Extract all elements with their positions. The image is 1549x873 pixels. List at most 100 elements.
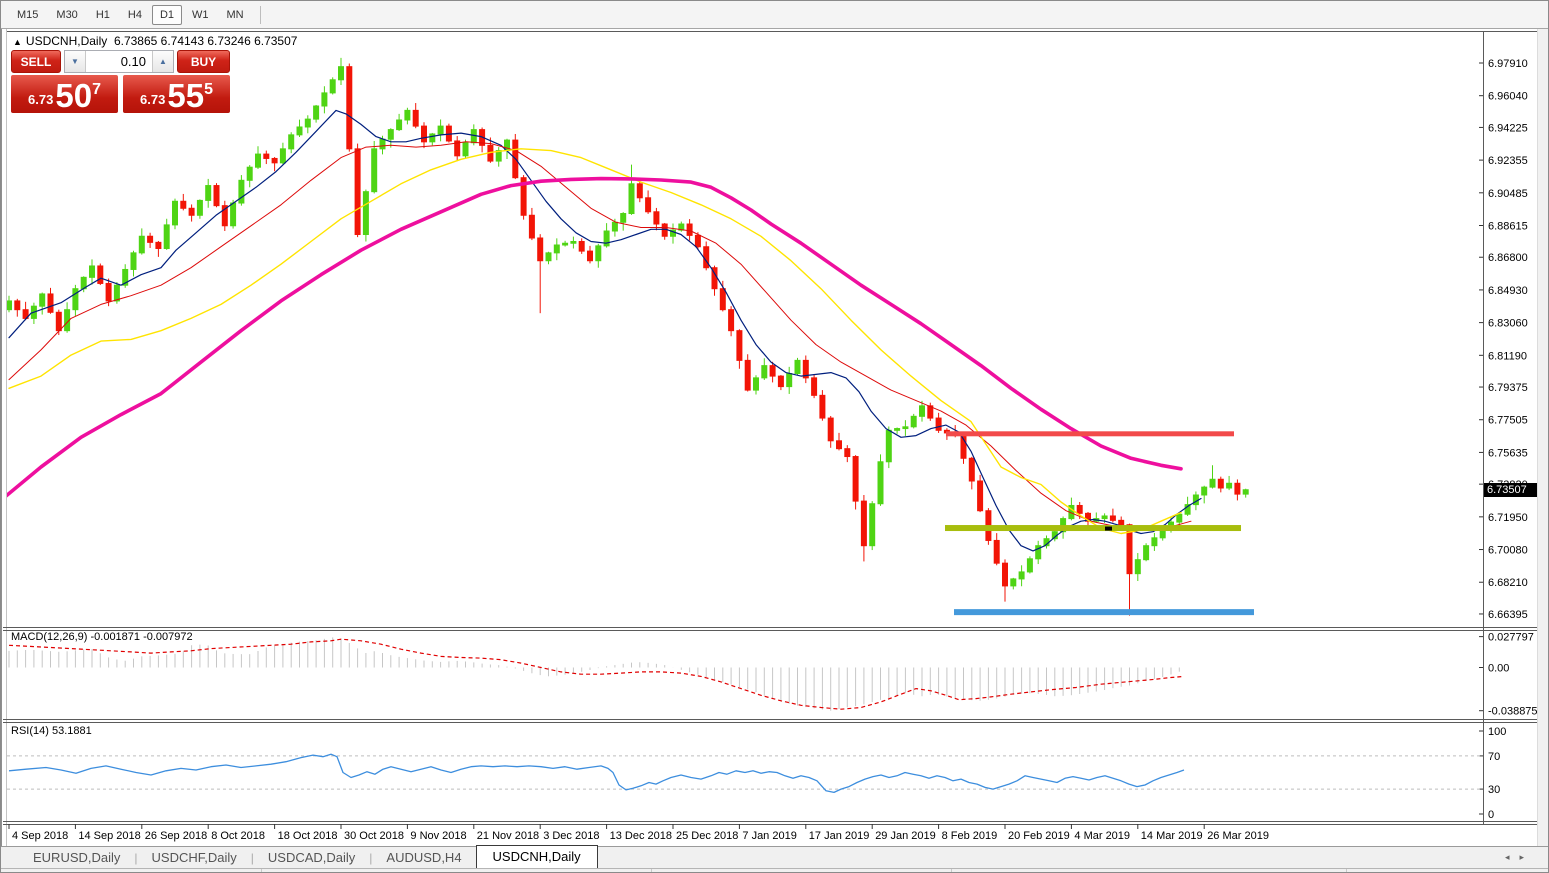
macd-signal-line (8, 638, 1185, 710)
chart-ohlc-values: 6.73865 6.74143 6.73246 6.73507 (113, 34, 298, 48)
tab-eurusd-daily[interactable]: EURUSD,Daily (33, 850, 121, 865)
tab-usdchf-daily[interactable]: USDCHF,Daily (151, 850, 237, 865)
status-separator (951, 869, 952, 872)
svg-text:8 Feb 2019: 8 Feb 2019 (942, 830, 998, 842)
svg-text:29 Jan 2019: 29 Jan 2019 (875, 830, 936, 842)
tab-scroll-right-icon[interactable]: ▸ (1519, 852, 1534, 862)
svg-text:6.84930: 6.84930 (1488, 285, 1528, 297)
toolbar-separator (259, 5, 261, 24)
svg-text:-0.038875: -0.038875 (1488, 706, 1538, 718)
svg-text:30: 30 (1488, 784, 1500, 796)
pivot-line[interactable] (945, 525, 1241, 532)
svg-text:6.94225: 6.94225 (1488, 122, 1528, 134)
buy-button[interactable]: BUY (177, 50, 230, 73)
indicator-axes: 0.027797 0.00 -0.038875 100 70 30 0 (1479, 632, 1538, 821)
symbol-tab-bar: EURUSD,Daily | USDCHF,Daily | USDCAD,Daily | A… (1, 845, 1548, 868)
svg-text:3 Dec 2018: 3 Dec 2018 (543, 830, 599, 842)
svg-text:18 Oct 2018: 18 Oct 2018 (278, 830, 338, 842)
rsi-label: RSI(14) 53.1881 (11, 725, 92, 737)
svg-text:6.81190: 6.81190 (1488, 350, 1527, 362)
tab-separator: | (369, 851, 373, 865)
tab-usdcad-daily[interactable]: USDCAD,Daily (267, 850, 356, 865)
svg-text:0: 0 (1488, 809, 1494, 821)
ma-fast-navy (8, 109, 1202, 552)
price-axis: 6.97910 6.96040 6.94225 6.92355 6.90485 6.886… (1479, 58, 1528, 621)
timeframe-button-w1[interactable]: W1 (192, 8, 209, 21)
timeframe-button-mn[interactable]: MN (226, 8, 244, 21)
svg-text:13 Dec 2018: 13 Dec 2018 (610, 830, 672, 842)
volume-stepper: ▼ ▲ (64, 50, 174, 73)
timeframe-button-h1[interactable]: H1 (95, 8, 110, 21)
timeframe-toolbar: M15 M30 H1 H4 D1 W1 MN (1, 1, 1548, 29)
status-separator (1346, 869, 1347, 872)
tab-separator: | (250, 851, 254, 865)
status-separator (261, 869, 262, 872)
svg-text:70: 70 (1488, 751, 1500, 763)
volume-input[interactable] (86, 51, 152, 72)
status-separator (651, 869, 652, 872)
date-axis: 4 Sep 2018 14 Sep 2018 26 Sep 2018 8 Oct 20… (8, 824, 1269, 842)
vertical-scrollbar[interactable] (1537, 29, 1548, 846)
macd-histogram (8, 637, 1180, 711)
svg-text:6.75635: 6.75635 (1488, 447, 1528, 459)
ma-slow-yellow (8, 148, 1182, 535)
chart-header: ▲ USDCNH,Daily 6.73865 6.74143 6.73246 6.… (13, 34, 297, 48)
buy-price-main: 55 (167, 77, 205, 114)
svg-text:21 Nov 2018: 21 Nov 2018 (477, 830, 539, 842)
svg-text:8 Oct 2018: 8 Oct 2018 (211, 830, 265, 842)
rsi-value: 53.1881 (51, 725, 92, 737)
buy-price-prefix: 6.73 (140, 92, 166, 107)
tab-audusd-h4[interactable]: AUDUSD,H4 (386, 850, 462, 865)
svg-text:7 Jan 2019: 7 Jan 2019 (742, 830, 796, 842)
ma-long-magenta (7, 176, 1183, 498)
buy-price-quote[interactable]: 6.73 55 5 (123, 75, 230, 113)
sell-price-main: 50 (55, 77, 93, 114)
svg-text:4 Mar 2019: 4 Mar 2019 (1074, 830, 1130, 842)
volume-increase-button[interactable]: ▲ (152, 51, 173, 72)
buy-price-pip: 5 (204, 81, 213, 98)
support-line[interactable] (954, 609, 1254, 616)
timeframe-button-d1[interactable]: D1 (151, 4, 182, 25)
svg-text:6.97910: 6.97910 (1488, 58, 1528, 70)
svg-text:100: 100 (1488, 726, 1506, 738)
sell-price-quote[interactable]: 6.73 50 7 (11, 75, 118, 113)
svg-text:26 Sep 2018: 26 Sep 2018 (145, 830, 207, 842)
tab-scroll-left-icon[interactable]: ◂ (1504, 852, 1520, 862)
tab-scroll-arrows: ◂▸ (1505, 852, 1534, 863)
svg-text:6.70080: 6.70080 (1488, 545, 1528, 557)
tab-usdcnh-daily[interactable]: USDCNH,Daily (475, 845, 598, 868)
rsi-line (8, 753, 1185, 794)
svg-text:6.96040: 6.96040 (1488, 91, 1528, 103)
svg-text:0.027797: 0.027797 (1488, 632, 1534, 644)
svg-text:26 Mar 2019: 26 Mar 2019 (1207, 830, 1269, 842)
svg-text:6.77505: 6.77505 (1488, 415, 1528, 427)
svg-text:25 Dec 2018: 25 Dec 2018 (676, 830, 738, 842)
sell-price-pip: 7 (92, 81, 101, 98)
svg-text:6.79375: 6.79375 (1488, 382, 1528, 394)
current-price-tag: 6.73507 (1484, 483, 1540, 497)
macd-values: -0.001871 -0.007972 (90, 631, 193, 643)
svg-text:20 Feb 2019: 20 Feb 2019 (1008, 830, 1070, 842)
timeframe-button-m30[interactable]: M30 (56, 8, 78, 21)
svg-text:30 Oct 2018: 30 Oct 2018 (344, 830, 404, 842)
timeframe-button-h4[interactable]: H4 (127, 8, 142, 21)
symbol-triangle-icon: ▲ (13, 37, 22, 47)
svg-text:6.88615: 6.88615 (1488, 221, 1528, 233)
svg-text:6.86800: 6.86800 (1488, 252, 1528, 264)
svg-text:6.90485: 6.90485 (1488, 188, 1528, 200)
arrow-marker[interactable] (1105, 526, 1112, 531)
svg-text:14 Mar 2019: 14 Mar 2019 (1141, 830, 1203, 842)
svg-text:6.68210: 6.68210 (1488, 577, 1528, 589)
svg-text:0.00: 0.00 (1488, 663, 1509, 675)
volume-decrease-button[interactable]: ▼ (65, 51, 86, 72)
svg-text:6.83060: 6.83060 (1488, 318, 1528, 330)
sell-button[interactable]: SELL (11, 50, 61, 73)
status-strip (1, 868, 1548, 872)
svg-text:6.92355: 6.92355 (1488, 155, 1528, 167)
resistance-line[interactable] (946, 431, 1234, 437)
one-click-trading-panel: SELL ▼ ▲ BUY 6.73 50 7 6.73 55 5 (11, 50, 230, 113)
svg-text:6.71950: 6.71950 (1488, 512, 1528, 524)
timeframe-button-m15[interactable]: M15 (17, 8, 39, 21)
svg-text:4 Sep 2018: 4 Sep 2018 (12, 830, 68, 842)
